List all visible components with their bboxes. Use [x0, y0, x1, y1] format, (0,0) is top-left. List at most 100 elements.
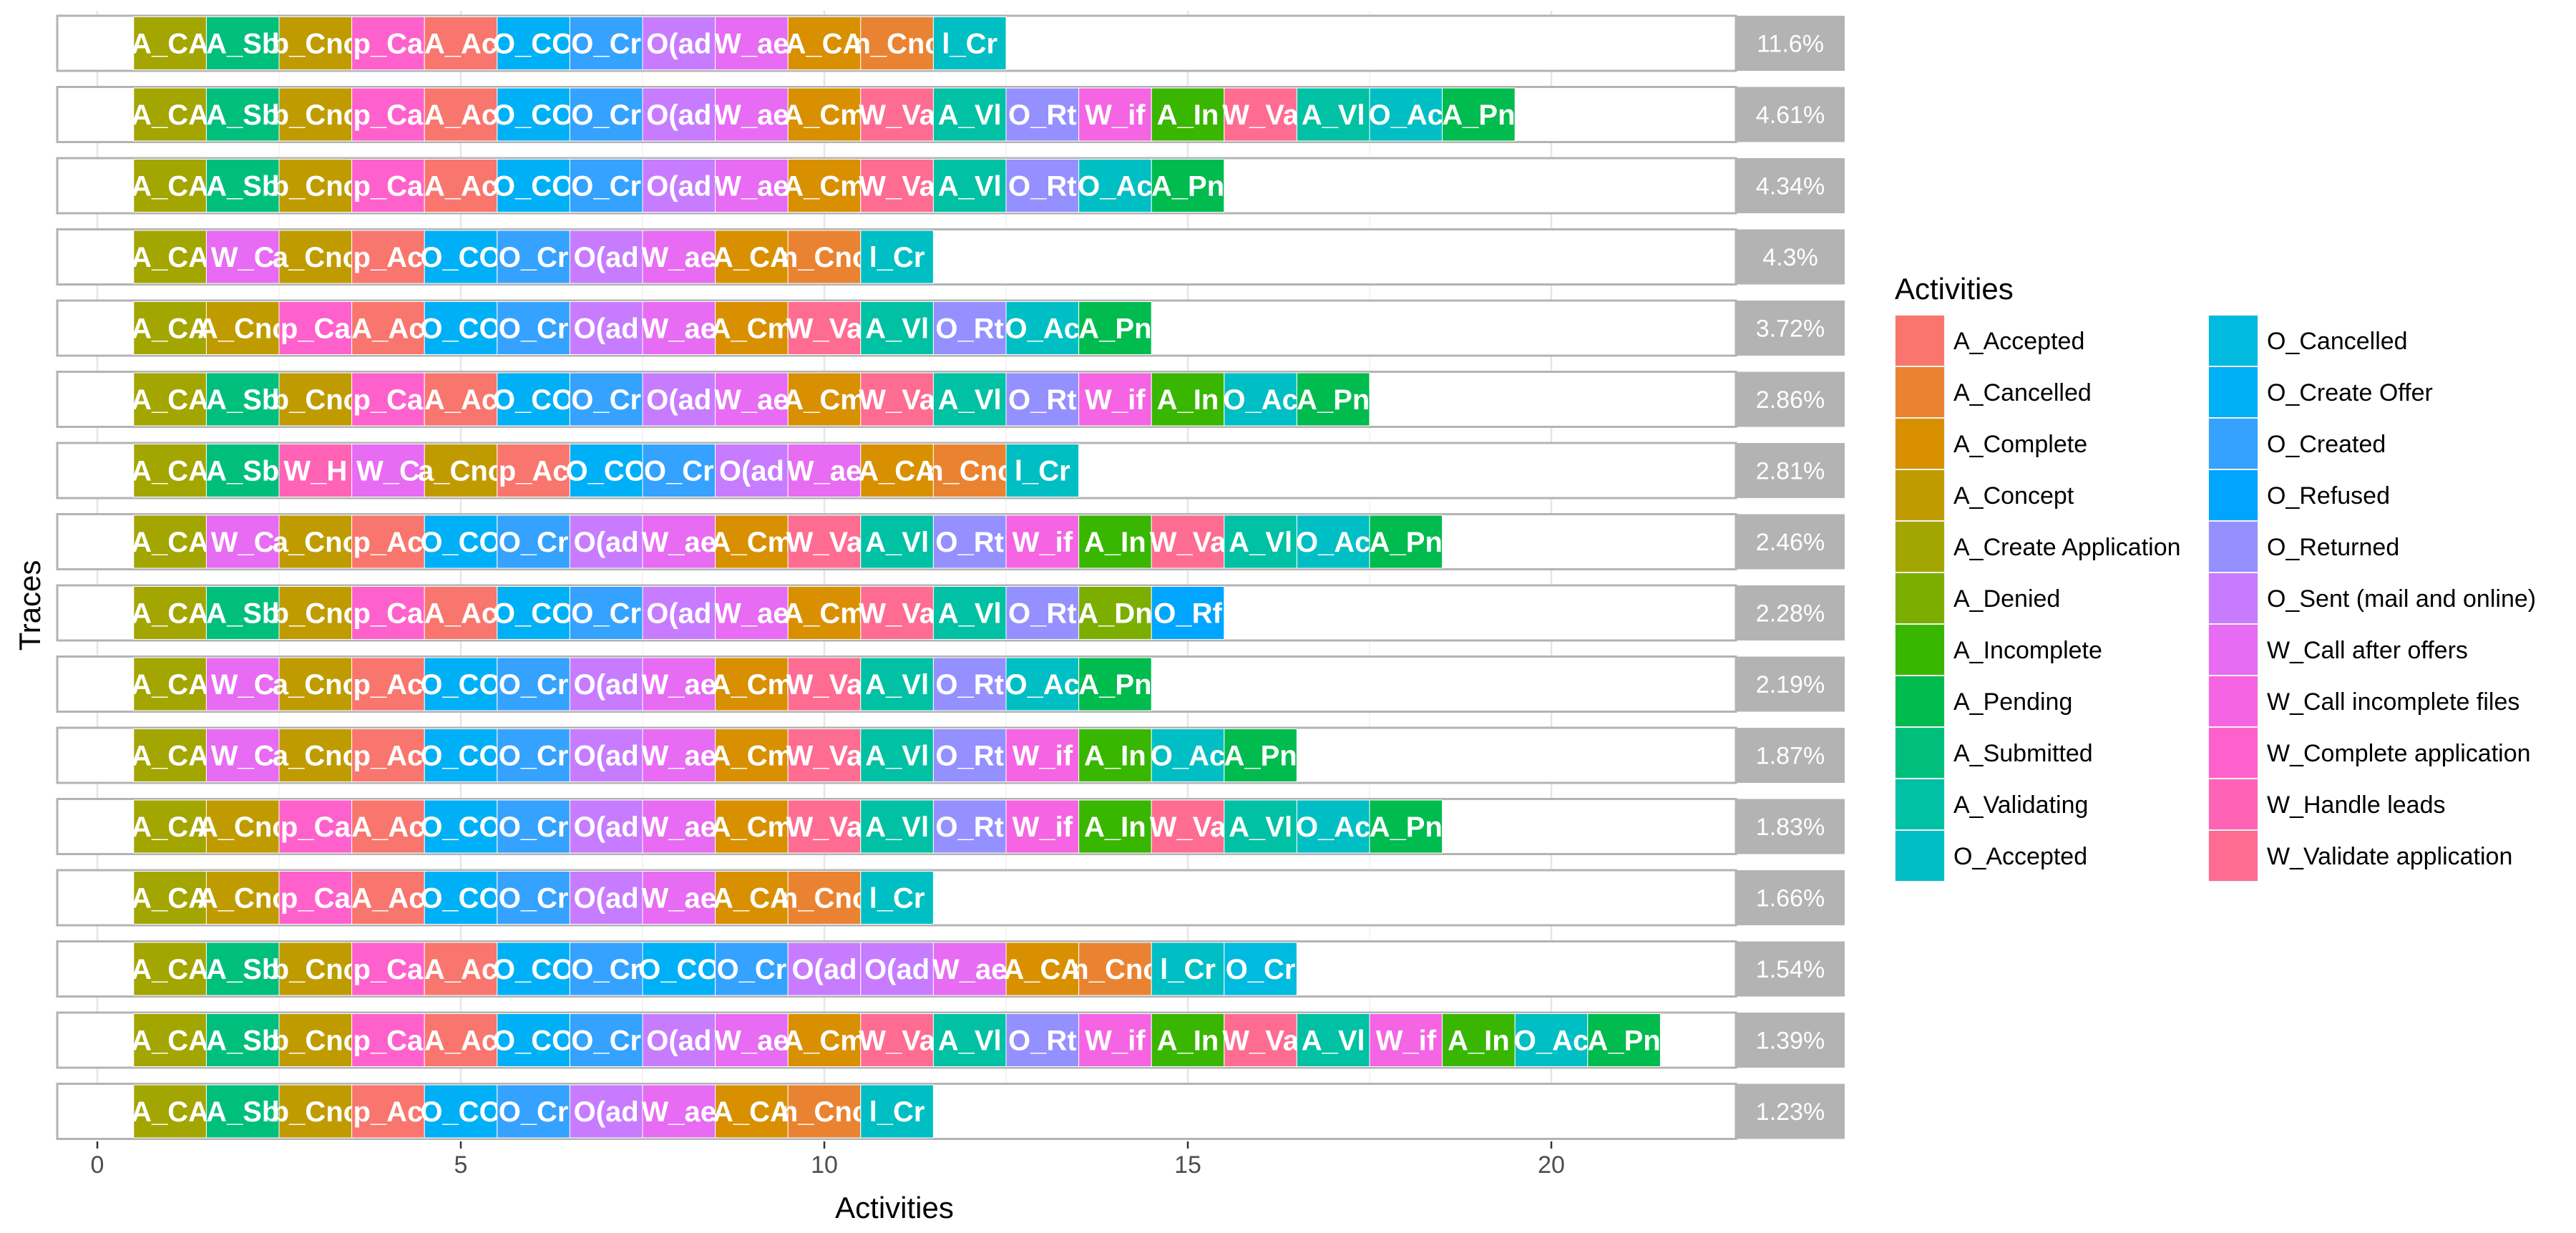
activity-label: O_CO: [420, 242, 501, 273]
activity-cell: [715, 1084, 789, 1139]
activity-label: O(ad: [864, 954, 930, 985]
activity-label: O_CO: [493, 384, 574, 416]
legend-item: A_Pending: [1895, 676, 2072, 727]
trace-frequency-label: 2.28%: [1756, 600, 1825, 628]
activity-cell: [715, 230, 789, 284]
legend-swatch: [2209, 728, 2258, 778]
legend-label: A_Incomplete: [1953, 637, 2102, 664]
activity-label: O(ad: [646, 171, 711, 203]
activity-cell: [860, 871, 934, 925]
activity-cell: [351, 728, 425, 782]
legend-label: A_Complete: [1953, 431, 2087, 458]
activity-cell: [497, 372, 570, 427]
activity-cell: [133, 728, 207, 782]
activity-label: a_Cnc: [273, 527, 358, 558]
y-axis-title: Traces: [13, 560, 47, 651]
activity-cell: [1005, 159, 1080, 213]
activity-label: n_Cnc: [781, 883, 868, 915]
legend-label: O_Cancelled: [2267, 328, 2408, 355]
activity-label: a_Cnc: [418, 456, 504, 487]
activity-cell: [642, 87, 716, 142]
activity-cell: [787, 657, 862, 711]
activity-label: A_CA: [131, 242, 209, 273]
activity-cell: [497, 515, 570, 569]
activity-label: n_Cnc: [781, 242, 868, 273]
activity-label: A_Vl: [1229, 812, 1292, 843]
activity-label: O_Rt: [935, 527, 1004, 558]
activity-cell: [715, 586, 789, 640]
activity-label: A_Sb: [206, 1096, 279, 1128]
activity-cell: [1296, 1013, 1370, 1067]
legend-swatch: [1896, 367, 1944, 417]
activity-label: O_Cr: [499, 812, 569, 843]
legend-item: O_Accepted: [1895, 830, 2087, 882]
trace-frequency-label: 2.19%: [1756, 671, 1825, 698]
activity-label: A_In: [1084, 527, 1146, 558]
activity-label: p_Ca: [280, 883, 351, 915]
activity-cell: [133, 942, 207, 996]
activity-label: O_CO: [638, 954, 719, 985]
trace-frequency-label: 4.34%: [1756, 173, 1825, 200]
activity-label: W_ae: [642, 1096, 717, 1128]
trace-frequency-box: [1736, 443, 1845, 498]
activity-label: W_ae: [714, 384, 789, 416]
activity-label: A_CA: [131, 883, 209, 915]
activity-cell: [205, 87, 280, 142]
legend-swatch: [1896, 419, 1944, 469]
activity-label: O(ad: [574, 527, 639, 558]
activity-label: p_Ca: [280, 313, 351, 345]
activity-cell: [1078, 1013, 1152, 1067]
activity-label: A_Cm: [711, 313, 794, 345]
legend-label: O_Create Offer: [2267, 379, 2433, 406]
activity-cell: [715, 942, 789, 996]
activity-cell: [569, 657, 643, 711]
trace-frequency-label: 1.87%: [1756, 743, 1825, 770]
activity-cell: [497, 586, 570, 640]
activity-cell: [278, 301, 353, 355]
activity-cell: [278, 657, 353, 711]
activity-cell: [424, 301, 498, 355]
activity-cell: [715, 372, 789, 427]
activity-cell: [642, 372, 716, 427]
activity-label: O_Ac: [1369, 99, 1444, 131]
legend-item: O_Sent (mail and online): [2208, 572, 2536, 624]
activity-cell: [932, 799, 1007, 854]
activity-cell: [205, 728, 280, 782]
activity-cell: [860, 159, 934, 213]
activity-label: l_Cr: [942, 29, 997, 60]
activity-cell: [424, 159, 498, 213]
activity-cell: [1078, 159, 1152, 213]
activity-cell: [1369, 87, 1443, 142]
activity-label: W_Va: [1222, 1025, 1299, 1057]
legend-item: W_Call after offers: [2208, 624, 2468, 676]
activity-label: A_Cnc: [197, 313, 288, 345]
activity-cell: [351, 586, 425, 640]
activity-cell: [1078, 586, 1152, 640]
x-axis-title: Activities: [835, 1191, 954, 1224]
activity-label: p_Ca: [353, 29, 424, 60]
activity-label: A_Sb: [206, 598, 279, 630]
activity-label: A_Sb: [206, 456, 279, 487]
activity-cell: [1151, 372, 1225, 427]
trace-frequency-box: [1736, 87, 1845, 142]
activity-label: O_Ac: [1223, 384, 1298, 416]
x-tick-label: 10: [811, 1151, 838, 1179]
activity-cell: [133, 230, 207, 284]
activity-label: A_In: [1157, 1025, 1219, 1057]
activity-label: O(ad: [646, 29, 711, 60]
activity-cell: [133, 871, 207, 925]
legend-label: W_Call after offers: [2267, 637, 2468, 664]
activity-cell: [642, 1084, 716, 1139]
activity-label: O_Cr: [499, 883, 569, 915]
activity-cell: [278, 942, 353, 996]
activity-cell: [860, 515, 934, 569]
activity-label: A_Pn: [1297, 384, 1370, 416]
activity-cell: [1078, 301, 1152, 355]
activity-cell: [497, 657, 570, 711]
activity-cell: [787, 728, 862, 782]
activity-cell: [497, 728, 570, 782]
activity-cell: [497, 799, 570, 854]
activity-cell: [860, 1013, 934, 1067]
activity-cell: [278, 444, 353, 497]
